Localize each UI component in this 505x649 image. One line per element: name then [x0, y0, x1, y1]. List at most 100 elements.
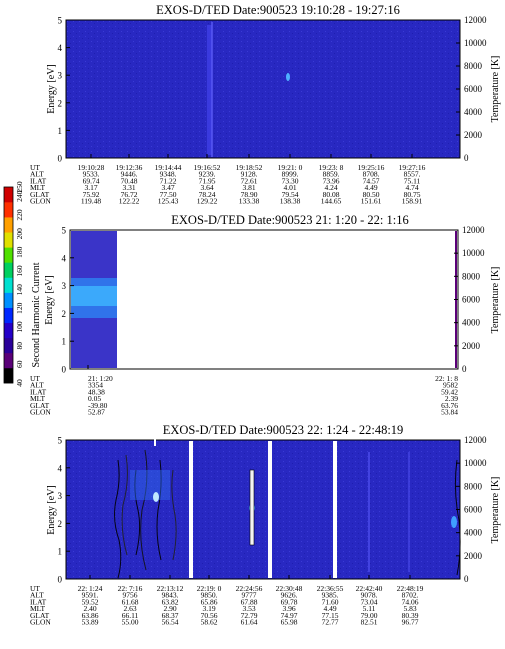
panel-2-ytick-label: 1 — [62, 337, 67, 347]
panel-1-cell: 3.64 — [200, 183, 213, 192]
panel-1-y2tick-label: 10000 — [464, 38, 487, 48]
panel-3-cell: 22:19: 0 — [197, 584, 222, 593]
panel-1-cell: 129.22 — [197, 197, 218, 206]
panel-3-ytick-label: 1 — [58, 547, 63, 557]
panel-3-cell: 22:13:12 — [157, 584, 184, 593]
panel-2-y2tick-label: 6000 — [462, 295, 481, 305]
panel-1-cell: 75.11 — [404, 176, 421, 185]
colorbar-swatch — [4, 367, 13, 384]
panel-1-ytick-label: 4 — [58, 43, 63, 53]
panel-1-cell: 69.74 — [83, 176, 100, 185]
panel-1-cell: 144.65 — [321, 197, 342, 206]
panel-2-row-label: ILAT — [30, 387, 47, 396]
panel-3-title: EXOS-D/TED Date:900523 22: 1:24 - 22:48:… — [163, 423, 404, 437]
panel-1-ytick-label: 0 — [58, 154, 63, 164]
panel-3-cell: 65.86 — [201, 597, 218, 606]
panel-3: EXOS-D/TED Date:900523 22: 1:24 - 22:48:… — [30, 423, 501, 627]
panel-2-y2tick-label: 8000 — [462, 271, 481, 281]
panel-3-cell: 67.88 — [241, 597, 258, 606]
panel-1-cell: 19:12:36 — [116, 163, 143, 172]
colorbar-swatch — [4, 202, 13, 218]
panel-3-cell: 55.00 — [122, 618, 139, 627]
panel-1-cell: 4.24 — [324, 183, 337, 192]
colorbar-swatch — [4, 232, 13, 248]
panel-3-cell: 74.97 — [281, 611, 298, 620]
panel-3-ytick-label: 4 — [58, 463, 63, 473]
panel-3-y2tick-label: 2000 — [464, 551, 483, 561]
panel-1-y2tick-label: 8000 — [464, 61, 483, 71]
panel-2-row-label: ALT — [30, 381, 44, 390]
panel-1-cell: 122.22 — [119, 197, 140, 206]
panel-1-cell: 77.50 — [160, 190, 177, 199]
panel-3-y2tick-label: 0 — [464, 574, 469, 584]
panel-2-left-ticks: 0 1 2 3 4 5 — [62, 226, 74, 375]
panel-2-row-label: MLT — [30, 394, 46, 403]
panel-1-spot — [286, 73, 290, 81]
panel-3-orbit-table: UT 22: 1:24 22: 7:16 22:13:12 22:19: 0 22:24:… — [30, 575, 424, 627]
panel-3-cell: 3.53 — [242, 604, 255, 613]
colorbar-swatch — [4, 352, 13, 369]
panel-3-cell: 66.11 — [122, 611, 139, 620]
panel-1-cell: 4.49 — [364, 183, 377, 192]
panel-1-cell: 19:16:52 — [194, 163, 221, 172]
colorbar-tick-label: 40 — [15, 379, 24, 387]
panel-3-cell: 63.86 — [82, 611, 99, 620]
panel-3-cell: 9777 — [242, 591, 257, 600]
panel-1-y2tick-label: 2000 — [464, 130, 483, 140]
panel-1-cell: 70.48 — [121, 176, 138, 185]
panel-3-cell: 3.96 — [282, 604, 295, 613]
panel-1-ylabel-right: Temperature [K] — [490, 56, 501, 123]
panel-3-cell: 9756 — [123, 591, 138, 600]
colorbar-tick-label: 250 — [15, 181, 24, 193]
panel-3-cell: 58.62 — [201, 618, 218, 627]
panel-1-cell: 9348. — [160, 170, 177, 179]
panel-3-cell: 9591. — [82, 591, 99, 600]
panel-3-cell: 82.51 — [361, 618, 378, 627]
panel-3-cell: 73.04 — [361, 597, 378, 606]
panel-3-cell: 9850. — [201, 591, 218, 600]
panel-1-cell: 9446. — [121, 170, 138, 179]
panel-3-cell: 4.49 — [323, 604, 336, 613]
colorbar-tick-label: 80 — [15, 342, 24, 350]
colorbar-swatch — [4, 247, 13, 263]
panel-1-cell: 80.08 — [323, 190, 340, 199]
panel-1-y2tick-label: 0 — [464, 153, 469, 163]
panel-3-highlight — [130, 470, 170, 500]
colorbar-swatch — [4, 187, 13, 203]
panel-3-y2tick-label: 12000 — [464, 435, 487, 445]
panel-1-cell: 125.43 — [158, 197, 179, 206]
panel-2-cell: -39.80 — [88, 401, 108, 410]
panel-3-cell: 9385. — [322, 591, 339, 600]
panel-3-y2tick-label: 6000 — [464, 505, 483, 515]
panel-3-row-label: ALT — [30, 591, 44, 600]
panel-1-cell: 80.75 — [404, 190, 421, 199]
panel-1-cell: 9239. — [199, 170, 216, 179]
panel-1-cell: 8557. — [404, 170, 421, 179]
panel-3-cell: 69.78 — [281, 597, 298, 606]
panel-1-cell: 19:14:44 — [155, 163, 182, 172]
panel-1-ytick-label: 2 — [58, 98, 63, 108]
colorbar-swatch — [4, 262, 13, 278]
panel-2-y2tick-label: 4000 — [462, 318, 481, 328]
panel-2-ytick-label: 5 — [62, 226, 67, 236]
panel-3-row-label: MLT — [30, 604, 46, 613]
panel-2-cell: 48.38 — [88, 387, 105, 396]
panel-3-data-gap — [189, 441, 193, 578]
panel-3-row-label: GLAT — [30, 611, 50, 620]
panel-3-cell: 77.15 — [322, 611, 339, 620]
panel-2-y2tick-label: 0 — [462, 364, 467, 374]
colorbar-swatch — [4, 337, 13, 354]
panel-1-cell: 74.57 — [363, 176, 380, 185]
panel-1-title: EXOS-D/TED Date:900523 19:10:28 - 19:27:… — [156, 3, 400, 17]
panel-3-data-gap — [154, 438, 156, 446]
panel-3-cell: 72.79 — [241, 611, 258, 620]
panel-3-cell: 2.40 — [83, 604, 96, 613]
panel-1-cell: 78.90 — [241, 190, 258, 199]
panel-1-y2tick-label: 6000 — [464, 84, 483, 94]
panel-2-row-label: GLON — [30, 408, 51, 417]
colorbar-tick-label: 160 — [15, 265, 24, 277]
panel-2-cell: 52.87 — [88, 408, 105, 417]
panel-3-cell: 9078. — [361, 591, 378, 600]
